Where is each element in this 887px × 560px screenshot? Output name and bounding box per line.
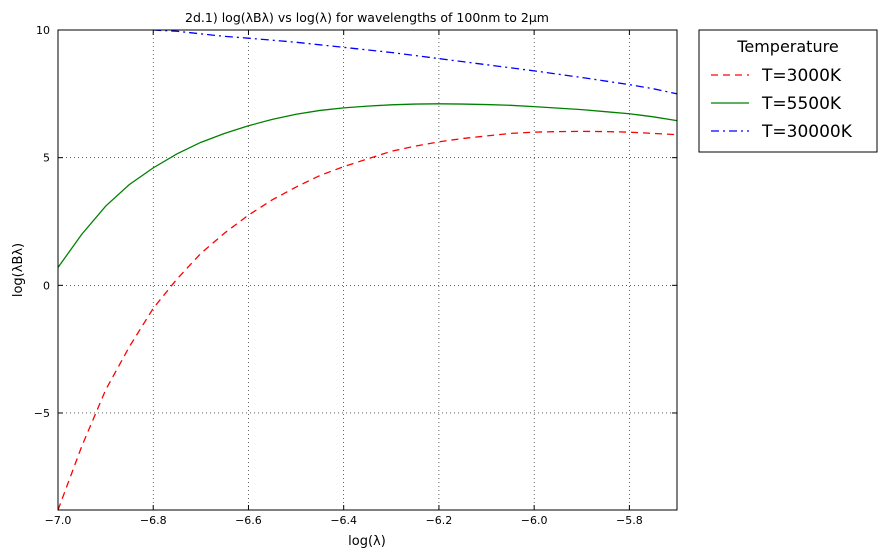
x-axis-label: log(λ) xyxy=(348,534,386,549)
series-lines xyxy=(58,30,677,510)
legend-title: Temperature xyxy=(736,37,838,56)
x-tick-label: −6.6 xyxy=(235,514,262,527)
y-tick-label: 10 xyxy=(36,24,50,37)
legend-box xyxy=(698,29,878,153)
chart-title: 2d.1) log(λBλ) vs log(λ) for wavelengths… xyxy=(185,10,549,25)
legend-label: T=3000K xyxy=(761,66,842,86)
ticks: −7.0 −6.8 −6.6 −6.4 −6.2 −6.0 −5.8 −5 0 5 10 xyxy=(34,24,677,527)
y-tick-label: 5 xyxy=(43,152,50,165)
legend: Temperature T=3000K T=5500K T=30000K xyxy=(698,29,878,153)
y-tick-label: 0 xyxy=(43,279,50,292)
legend-entries: T=3000K T=5500K T=30000K xyxy=(711,66,853,142)
y-axis-label: log(λBλ) xyxy=(11,243,26,297)
plot-frame xyxy=(57,29,678,511)
series-line-t-5500k xyxy=(58,103,677,268)
grid-lines xyxy=(58,30,677,510)
x-tick-label: −6.4 xyxy=(330,514,357,527)
x-tick-label: −6.2 xyxy=(426,514,453,527)
legend-label: T=5500K xyxy=(761,94,842,114)
x-tick-label: −6.0 xyxy=(521,514,548,527)
series-line-t-3000k xyxy=(58,130,677,510)
legend-label: T=30000K xyxy=(761,122,853,142)
y-tick-label: −5 xyxy=(34,407,50,420)
series-line-t-30000k xyxy=(153,30,677,95)
x-tick-label: −6.8 xyxy=(140,514,167,527)
x-tick-label: −5.8 xyxy=(616,514,643,527)
x-tick-label: −7.0 xyxy=(45,514,72,527)
